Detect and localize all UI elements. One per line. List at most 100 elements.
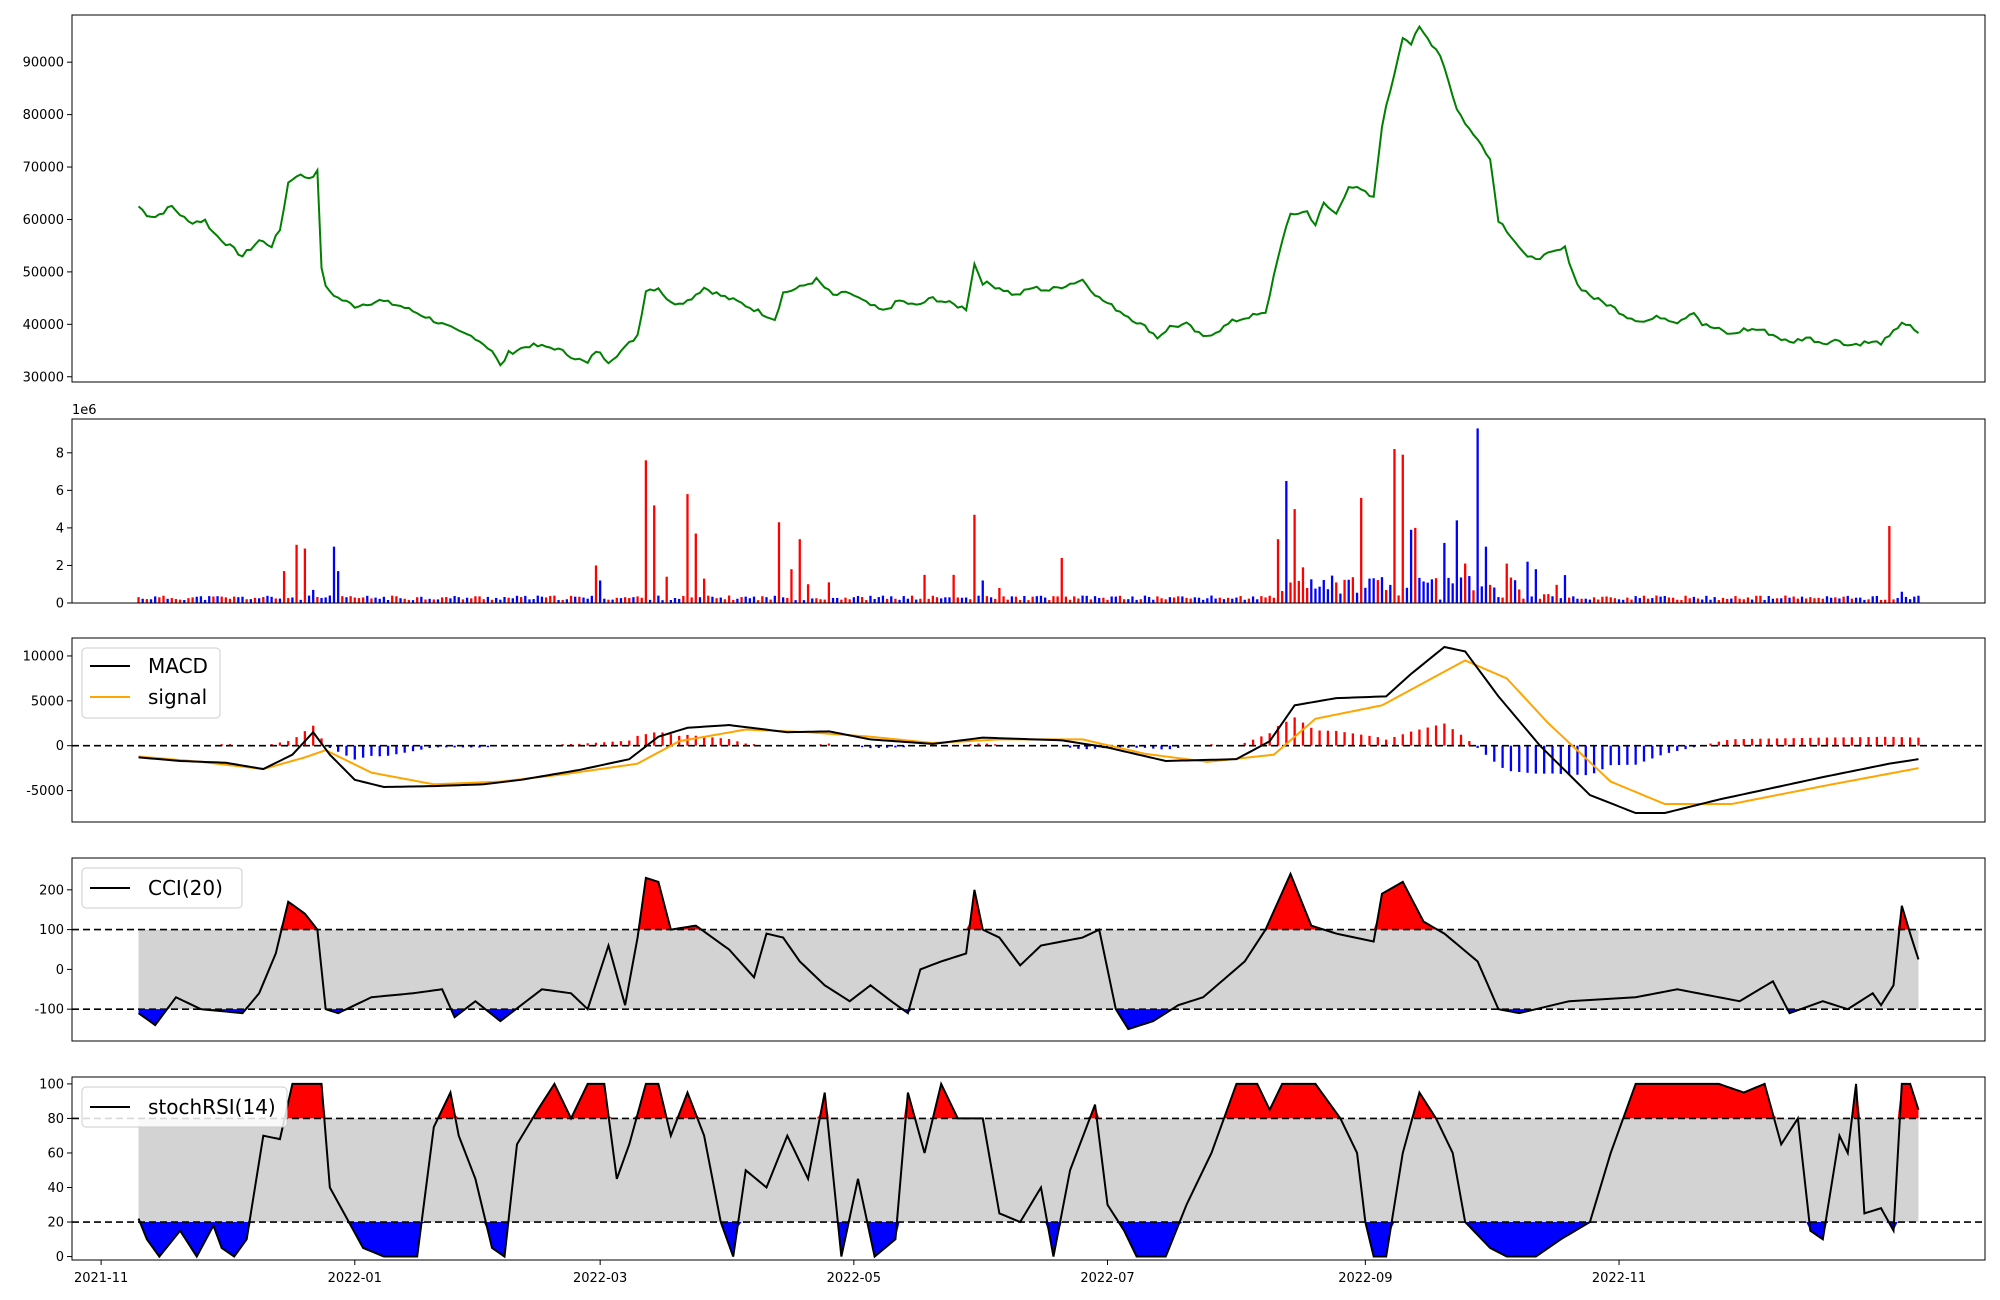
volume-bar [653,505,656,603]
volume-bar [1181,596,1184,603]
macd-histogram-bar [303,731,307,746]
volume-bar [1081,595,1084,603]
macd-histogram-bar [586,743,589,746]
volume-bar [1871,596,1874,603]
stochrsi-legend: stochRSI(14) [81,1086,288,1128]
volume-bar [366,595,369,603]
macd-histogram-bar [411,745,415,752]
macd-histogram-bar [287,740,290,746]
volume-bar [432,599,435,603]
volume-bar [1031,596,1034,603]
volume-bar [819,599,822,603]
volume-bar [1168,597,1172,603]
volume-bar [511,598,514,603]
volume-bar [1310,579,1313,603]
macd-histogram-bar [378,745,381,757]
volume-bar [786,597,789,603]
volume-bar [1019,599,1022,603]
macd-histogram-bar [1268,733,1271,746]
volume-bar [1197,597,1201,603]
volume-bar [977,595,980,603]
volume-bar [1505,563,1508,603]
macd-histogram-bar [603,742,606,746]
volume-bar [145,599,149,603]
macd-histogram-bar [1676,745,1679,751]
volume-bar [744,596,747,603]
volume-bar [665,576,668,603]
macd-histogram-bar [1335,730,1338,746]
macd-histogram-bar [470,745,473,748]
macd-histogram-bar [1509,745,1513,772]
volume-bar [1326,589,1330,603]
volume-bar [1884,599,1887,603]
volume-bar [399,598,402,603]
volume-bar [1526,561,1529,603]
macd-histogram-bar [386,745,390,756]
volume-bar [1904,596,1908,603]
volume-bar [141,598,144,603]
volume-bar [1131,596,1134,603]
volume-bar [1838,598,1841,603]
volume-bar [278,598,282,603]
macd-histogram-bar [727,739,731,746]
volume-bar [1339,593,1342,603]
volume-bar [582,597,585,603]
volume-bar [266,595,269,603]
volume-bar [1330,575,1334,603]
volume-frame [71,418,1986,604]
macd-histogram-bar [428,745,431,749]
signal-line [138,659,1919,806]
volume-bar [1468,576,1471,603]
volume-bar [586,598,589,603]
volume-bar [1127,599,1130,603]
stochrsi-ytick-label: 20 [47,1216,64,1231]
volume-bar [707,595,710,603]
volume-bar [553,595,556,603]
macd-histogram-bar [1468,741,1471,746]
volume-bar [1443,542,1446,603]
volume-bar [1879,599,1883,603]
volume-bar [1455,520,1458,603]
volume-bar [790,569,793,603]
volume-bar [1796,598,1800,603]
volume-bar [1651,598,1654,603]
volume-bar [170,598,173,603]
volume-bar [773,595,776,603]
volume-bar [1692,596,1696,603]
macd-histogram-bar [1409,731,1413,746]
volume-bar [823,599,826,603]
macd-histogram-bar [1584,745,1587,776]
volume-bar [1788,597,1791,603]
volume-bar [519,597,523,603]
volume-bar [565,599,569,603]
volume-bar [777,522,781,603]
volume-bar [1501,597,1504,603]
volume-bar [989,597,993,603]
volume-bar [1123,599,1126,603]
volume-bar [669,599,672,603]
stochrsi-ytick-label: 0 [56,1250,64,1265]
volume-bar [1301,567,1305,603]
volume-bar [1701,599,1704,603]
volume-bar [1010,596,1014,603]
volume-bar [470,598,473,603]
volume-bar [719,597,722,603]
x-tick-label: 2022-01 [328,1271,382,1286]
volume-bar [1634,596,1637,603]
volume-bar [353,597,356,603]
stochrsi-oversold-fill [138,1222,1919,1257]
macd-histogram-bar [312,725,315,746]
volume-bar [1850,598,1854,603]
volume-bar [1118,595,1122,603]
volume-bar [154,596,157,603]
volume-bar [1422,581,1425,603]
volume-bar [386,599,390,603]
cci-band [138,929,1919,1010]
macd-histogram-bar [1293,717,1296,746]
volume-bar [1834,597,1837,603]
volume-bar [295,544,298,603]
volume-bar [453,595,456,603]
volume-bar [723,599,727,603]
cci-frame [71,857,1986,1042]
macd-histogram-bar [1551,745,1554,774]
